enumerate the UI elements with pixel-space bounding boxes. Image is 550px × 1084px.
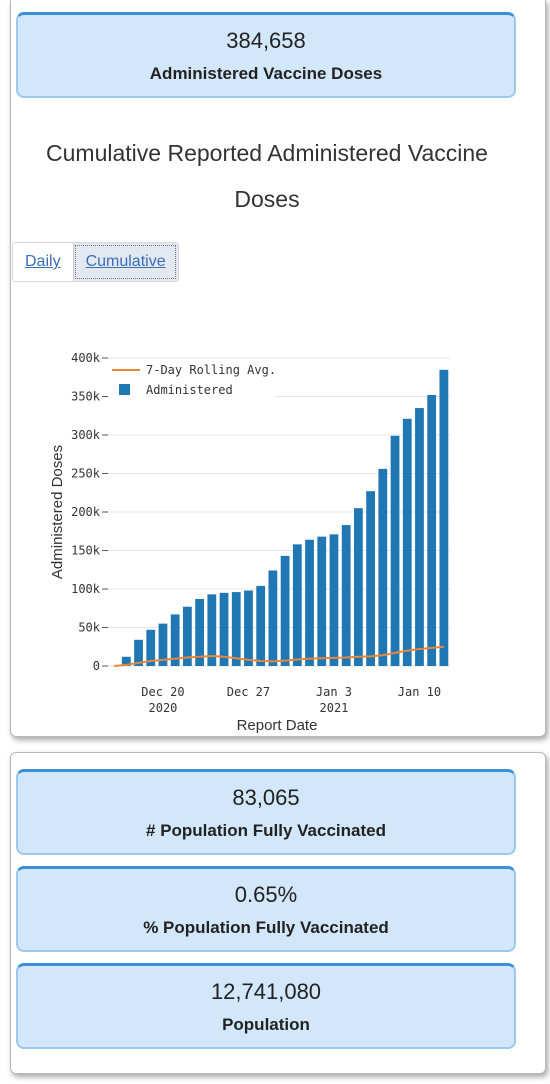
legend-bar-swatch: [119, 384, 130, 395]
bar-administered: [390, 435, 400, 666]
bar-administered: [415, 408, 424, 666]
y-tick-label: 350k: [71, 390, 101, 404]
bar-administered: [256, 585, 266, 666]
bar-administered: [121, 656, 131, 666]
bar-administered: [341, 525, 351, 666]
bar-administered: [134, 639, 143, 666]
bar-administered: [219, 592, 229, 666]
y-tick-label: 100k: [71, 582, 101, 596]
rolling-avg-line: [114, 645, 444, 667]
administered-doses-label: Administered Vaccine Doses: [149, 64, 383, 83]
y-tick-label: 150k: [71, 544, 101, 558]
bar-administered: [353, 508, 363, 666]
bar-administered: [268, 570, 278, 666]
chart-legend: 7-Day Rolling Avg. Administered: [108, 360, 276, 400]
legend-rolling-avg: 7-Day Rolling Avg.: [146, 363, 276, 377]
legend-background: [108, 360, 276, 400]
population-card: 12,741,080 Population: [16, 963, 516, 1049]
x-tick-label: Dec 27: [227, 685, 270, 699]
bar-administered: [317, 536, 327, 666]
bar-administered: [402, 418, 412, 666]
y-tick-label: 0: [93, 659, 100, 673]
fully-vaccinated-card: 83,065 # Population Fully Vaccinated: [16, 769, 516, 855]
chart-mode-tabs: Daily Cumulative: [12, 242, 179, 282]
y-tick-label: 250k: [71, 467, 101, 481]
x-tick-label: Jan 3: [316, 685, 352, 699]
line-series-rolling-avg: [114, 645, 444, 667]
y-tick-label: 400k: [71, 351, 101, 365]
doses-panel: [10, 0, 546, 737]
bar-administered: [170, 614, 180, 666]
fully-vaccinated-value: 83,065: [232, 785, 300, 810]
bar-administered: [292, 544, 302, 666]
administered-doses-value: 384,658: [226, 28, 306, 53]
chart-title: Cumulative Reported Administered Vaccine…: [46, 140, 488, 212]
bar-administered: [439, 369, 449, 666]
x-tick-label: Jan 10: [398, 685, 441, 699]
x-tick-year-label: 2021: [320, 701, 349, 715]
bar-administered: [207, 594, 217, 666]
legend-administered: Administered: [146, 383, 233, 397]
x-axis-ticks: Dec 20 2020 Dec 27 Jan 3 2021 Jan 10: [141, 685, 441, 715]
bar-administered: [158, 623, 168, 666]
bar-administered: [244, 590, 253, 666]
fully-vaccinated-label: # Population Fully Vaccinated: [146, 821, 386, 840]
administered-doses-card: 384,658 Administered Vaccine Doses: [16, 12, 516, 98]
bar-administered: [366, 491, 376, 666]
bar-administered: [305, 539, 314, 666]
x-axis-label: Report Date: [237, 717, 318, 734]
bar-administered: [231, 592, 241, 666]
y-tick-label: 300k: [71, 428, 101, 442]
y-tick-label: 50k: [78, 621, 100, 635]
bar-administered: [427, 394, 437, 666]
population-value: 12,741,080: [210, 979, 322, 1004]
bar-administered: [378, 468, 388, 666]
percent-fully-vaccinated-value: 0.65%: [234, 882, 298, 907]
y-axis-ticks: 0 50k 100k 150k 200k 250k 300k 350k 400k: [71, 351, 108, 673]
bar-administered: [182, 606, 192, 666]
bar-administered: [329, 534, 339, 666]
y-axis-label: Administered Doses: [49, 445, 66, 579]
bar-administered: [195, 599, 205, 666]
bar-administered: [280, 555, 290, 666]
percent-fully-vaccinated-card: 0.65% % Population Fully Vaccinated: [16, 866, 516, 952]
tab-cumulative[interactable]: Cumulative: [72, 243, 178, 281]
cumulative-doses-chart: 0 50k 100k 150k 200k 250k 300k 350k 400k Dec 20 2…: [49, 351, 450, 734]
x-tick-year-label: 2020: [149, 701, 178, 715]
y-tick-label: 200k: [71, 505, 101, 519]
population-label: Population: [222, 1015, 310, 1034]
tab-daily[interactable]: Daily: [25, 253, 61, 270]
percent-fully-vaccinated-label: % Population Fully Vaccinated: [143, 918, 389, 937]
x-tick-label: Dec 20: [141, 685, 184, 699]
bar-administered: [146, 629, 156, 666]
bar-series-administered: [121, 369, 449, 666]
